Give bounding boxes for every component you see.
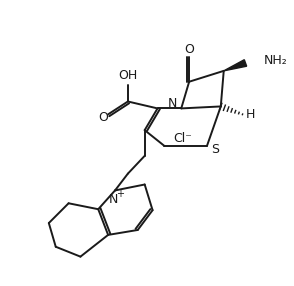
Polygon shape — [224, 60, 247, 71]
Text: N: N — [168, 97, 177, 110]
Text: H: H — [246, 108, 255, 121]
Text: NH₂: NH₂ — [263, 54, 287, 67]
Text: O: O — [184, 43, 194, 55]
Text: OH: OH — [118, 69, 138, 82]
Text: N: N — [108, 193, 118, 206]
Text: O: O — [98, 111, 108, 124]
Text: +: + — [116, 189, 124, 199]
Text: Cl⁻: Cl⁻ — [173, 132, 192, 144]
Text: S: S — [211, 143, 219, 156]
